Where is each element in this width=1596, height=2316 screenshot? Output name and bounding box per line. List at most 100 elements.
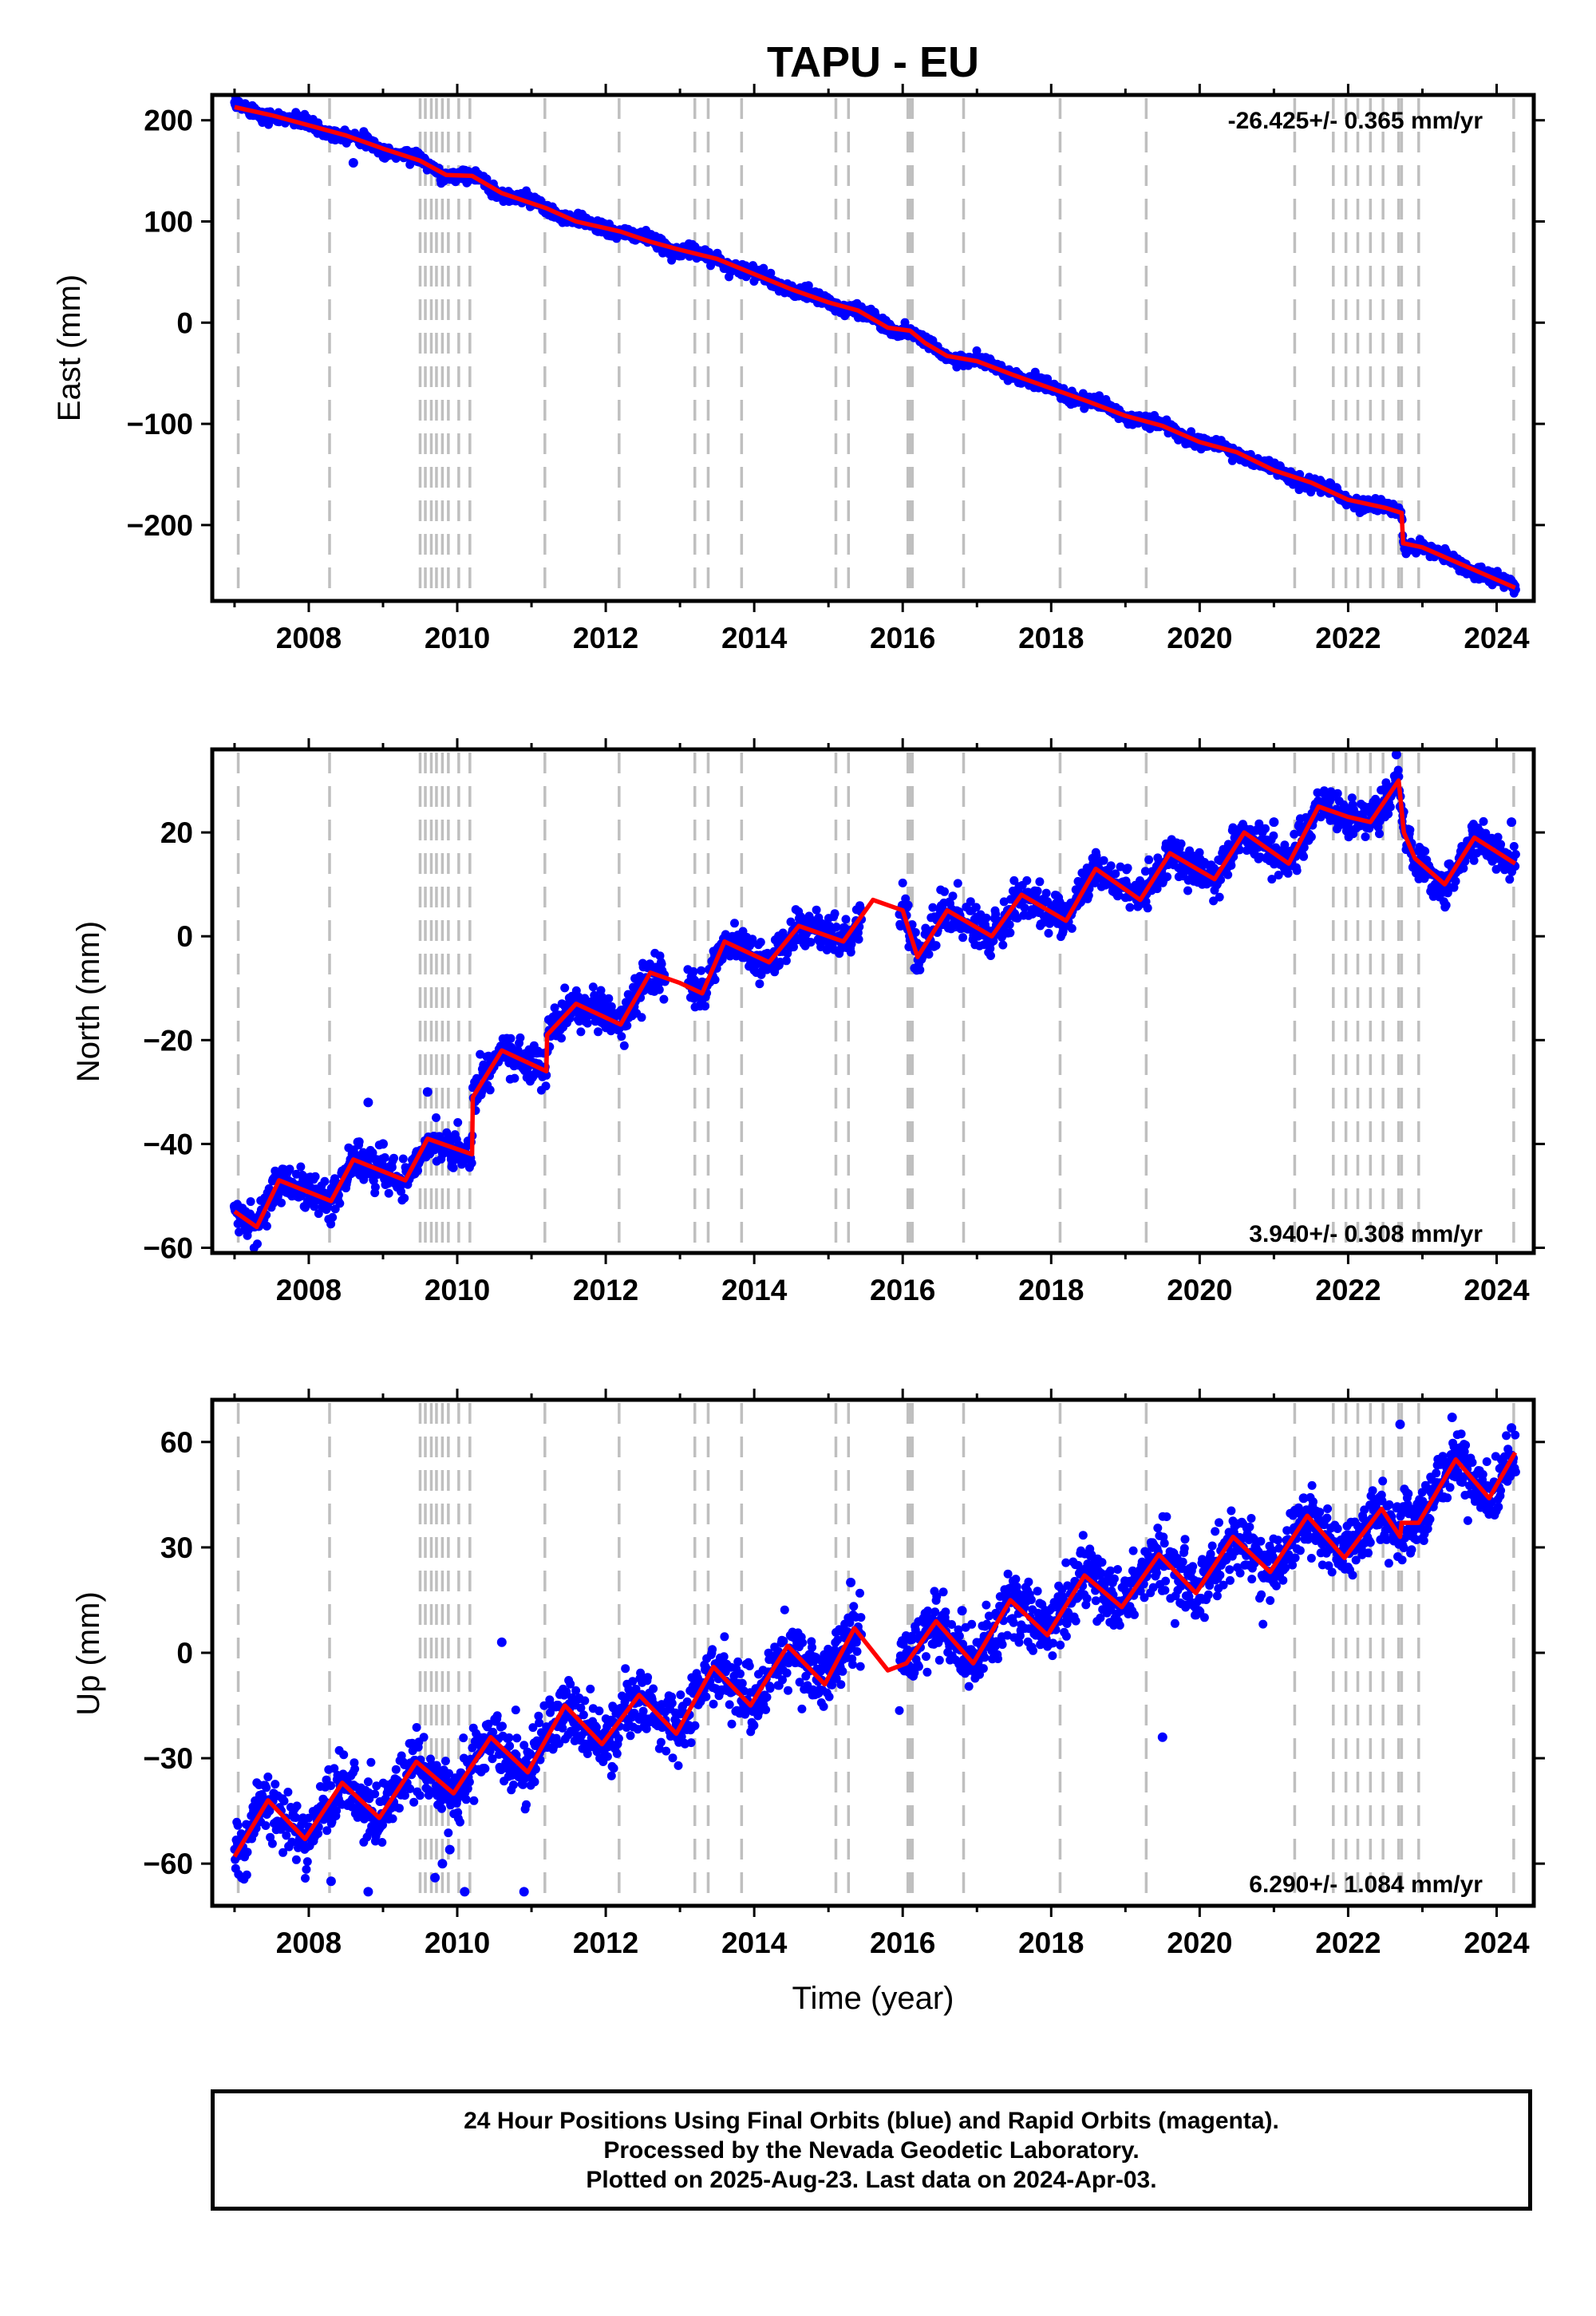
y-tick-label: 200 — [144, 105, 193, 137]
data-point — [550, 1003, 559, 1013]
data-point — [697, 966, 706, 975]
data-point — [1469, 856, 1479, 865]
data-point — [1092, 851, 1101, 860]
data-point — [387, 1163, 397, 1172]
x-tick-label: 2008 — [276, 1274, 342, 1306]
data-point — [339, 1750, 349, 1760]
data-point — [755, 979, 764, 989]
data-point — [986, 944, 995, 954]
data-point — [953, 879, 962, 888]
data-point — [948, 891, 958, 901]
data-point — [283, 1788, 293, 1796]
east-data-points — [230, 95, 1520, 598]
y-tick-label: −100 — [127, 408, 193, 441]
data-point — [1223, 870, 1233, 879]
data-point — [958, 933, 968, 943]
model-fit-line — [234, 105, 1516, 591]
data-point — [397, 1187, 405, 1196]
data-point — [841, 915, 851, 924]
data-point — [330, 1764, 339, 1773]
x-tick-label: 2020 — [1167, 622, 1232, 654]
data-point — [748, 935, 757, 944]
outlier-point — [363, 1097, 373, 1108]
data-point — [472, 1073, 481, 1083]
data-point — [756, 938, 765, 947]
x-tick-label: 2024 — [1464, 622, 1530, 654]
data-point — [1106, 861, 1116, 871]
data-point — [604, 994, 614, 1003]
data-point — [253, 1239, 262, 1249]
data-point — [292, 1801, 302, 1811]
data-point — [1479, 816, 1488, 826]
data-point — [296, 1162, 306, 1172]
x-tick-label: 2014 — [721, 1274, 788, 1306]
data-point — [1022, 875, 1032, 885]
data-point — [1267, 875, 1277, 884]
data-point — [830, 909, 839, 919]
data-point — [510, 1073, 519, 1083]
data-point — [1140, 867, 1150, 876]
x-tick-label: 2008 — [276, 622, 342, 654]
data-point — [332, 1806, 342, 1816]
figure-title: TAPU - EU — [767, 38, 979, 86]
data-point — [1099, 856, 1108, 865]
data-point — [1481, 828, 1491, 838]
x-tick-label: 2018 — [1018, 622, 1084, 654]
data-point — [350, 1765, 360, 1773]
data-point — [1111, 869, 1120, 879]
data-point — [380, 1153, 389, 1162]
data-point — [453, 1118, 463, 1127]
up-panel: 2008 2010 2012 2014 2016 2018 2020 2022 20246030… — [71, 1389, 1545, 2016]
data-point — [1144, 855, 1154, 864]
x-tick-label: 2012 — [573, 622, 638, 654]
data-point — [1493, 832, 1503, 842]
north-panel: 2008 2010 2012 2014 2016 2018 2020 2022 2024200−… — [71, 738, 1545, 1306]
data-point — [261, 1821, 271, 1830]
data-point — [991, 909, 1001, 919]
data-point — [832, 923, 841, 932]
outlier-point — [1269, 817, 1279, 828]
data-point — [1005, 920, 1014, 930]
data-point — [898, 878, 907, 887]
data-point — [1451, 876, 1460, 886]
x-tick-label: 2010 — [425, 622, 490, 654]
data-point — [246, 1197, 255, 1207]
data-point — [854, 935, 863, 944]
data-point — [1020, 903, 1029, 912]
data-point — [1496, 840, 1506, 849]
data-point — [1125, 903, 1135, 912]
data-point — [1215, 892, 1224, 902]
data-point — [924, 950, 934, 959]
data-point — [1361, 832, 1370, 841]
data-point — [617, 1032, 626, 1041]
data-point — [302, 1864, 311, 1874]
north-ticks: 2008 2010 2012 2014 2016 2018 2020 2022 2024200−… — [143, 738, 1545, 1306]
data-point — [1183, 886, 1192, 895]
data-point — [326, 1219, 336, 1229]
data-point — [622, 1021, 632, 1030]
data-point — [263, 1773, 273, 1781]
data-point — [1511, 850, 1520, 859]
data-point — [1067, 923, 1077, 933]
east-rate-label: -26.425+/- 0.365 mm/yr — [1228, 108, 1483, 134]
x-tick-label: 2022 — [1315, 1274, 1381, 1306]
data-point — [267, 1839, 277, 1848]
data-point — [966, 897, 975, 907]
data-point — [998, 940, 1008, 950]
y-tick-label: 100 — [144, 206, 193, 239]
data-point — [659, 994, 669, 1004]
data-point — [1347, 793, 1357, 803]
data-point — [279, 1848, 288, 1857]
y-tick-label: 20 — [160, 816, 193, 849]
data-point — [1041, 888, 1051, 898]
y-tick-label: −60 — [143, 1231, 193, 1264]
data-point — [1176, 839, 1186, 848]
data-point — [1009, 875, 1019, 885]
data-point — [516, 1033, 525, 1042]
outlier-point — [1507, 817, 1517, 828]
data-point — [1163, 872, 1172, 882]
data-point — [1114, 891, 1124, 900]
x-tick-label: 2016 — [870, 1274, 935, 1306]
data-point — [398, 1154, 408, 1164]
outlier-point — [1391, 749, 1401, 760]
